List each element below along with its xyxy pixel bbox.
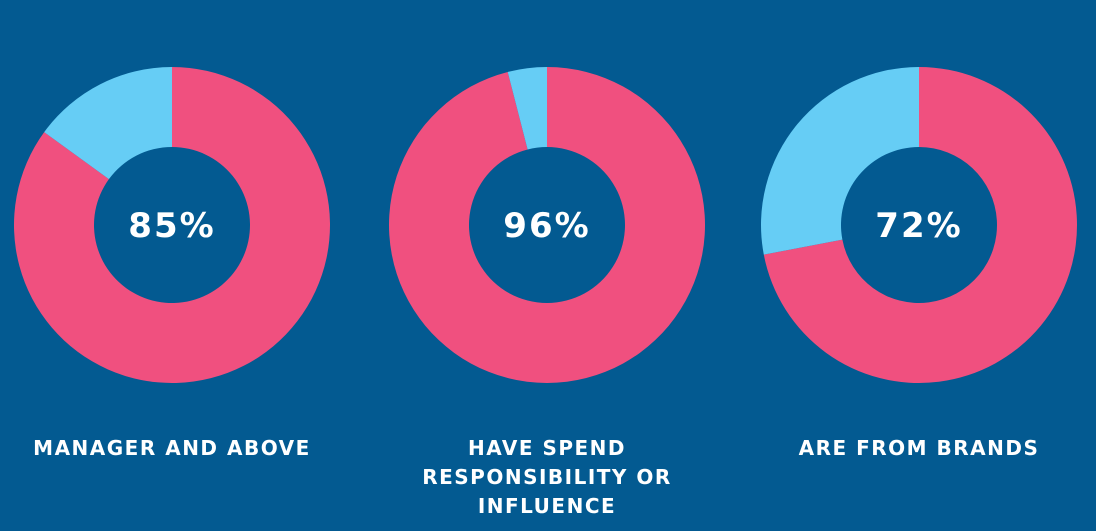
donut-2-remainder-slice: [507, 67, 547, 150]
donut-2-center-label: 96%: [503, 206, 590, 246]
caption-3: ARE FROM BRANDS: [798, 436, 1040, 460]
donut-1-center-label: 85%: [128, 206, 215, 246]
donut-1-value-slice: [13, 67, 330, 383]
caption-1: MANAGER AND ABOVE: [33, 436, 311, 460]
donut-3-center-label: 72%: [875, 206, 962, 246]
donut-2-value-slice: [388, 67, 705, 383]
caption-2: HAVE SPEND RESPONSIBILITY OR INFLUENCE: [422, 436, 672, 518]
donut-1-remainder-slice: [44, 67, 172, 180]
donut-3-remainder-slice: [761, 67, 919, 255]
donut-3-value-slice: [763, 67, 1077, 383]
